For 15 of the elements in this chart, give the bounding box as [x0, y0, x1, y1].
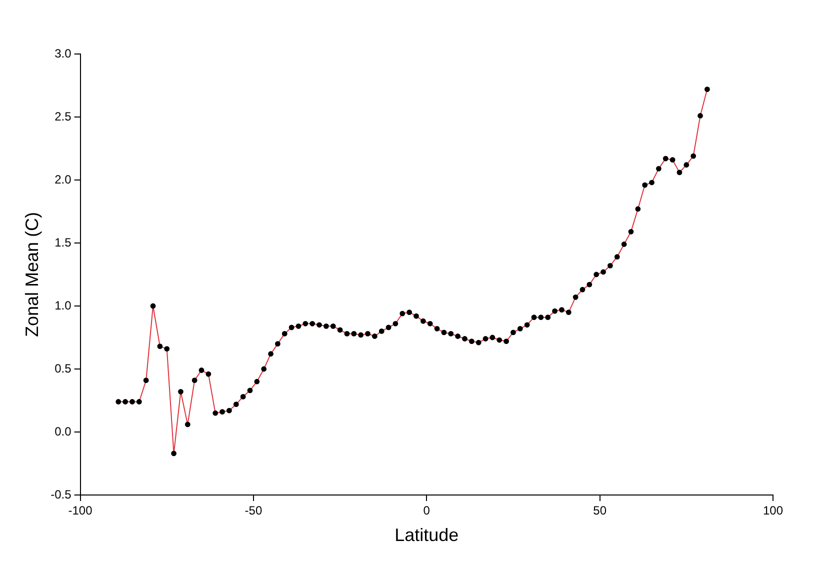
y-tick-label: 1.0 [54, 298, 72, 312]
y-tick-label: 0.0 [54, 424, 72, 438]
y-tick-label: 3.0 [54, 46, 72, 60]
x-axis-title: Latitude [394, 525, 459, 546]
x-tick-label: 100 [762, 504, 784, 518]
y-tick-label: 0.5 [54, 361, 72, 376]
y-tick-label: 1.5 [54, 235, 72, 250]
x-tick-label: -100 [68, 504, 93, 518]
y-axis-title: Zonal Mean (C) [22, 212, 42, 338]
x-tick-label: -50 [244, 504, 262, 518]
x-tick-label: 0 [423, 504, 430, 518]
x-tick-label: 50 [593, 504, 607, 518]
y-tick-label: 2.5 [54, 109, 72, 124]
y-tick-label: -0.5 [50, 487, 72, 502]
y-tick-label: 2.0 [54, 172, 72, 186]
